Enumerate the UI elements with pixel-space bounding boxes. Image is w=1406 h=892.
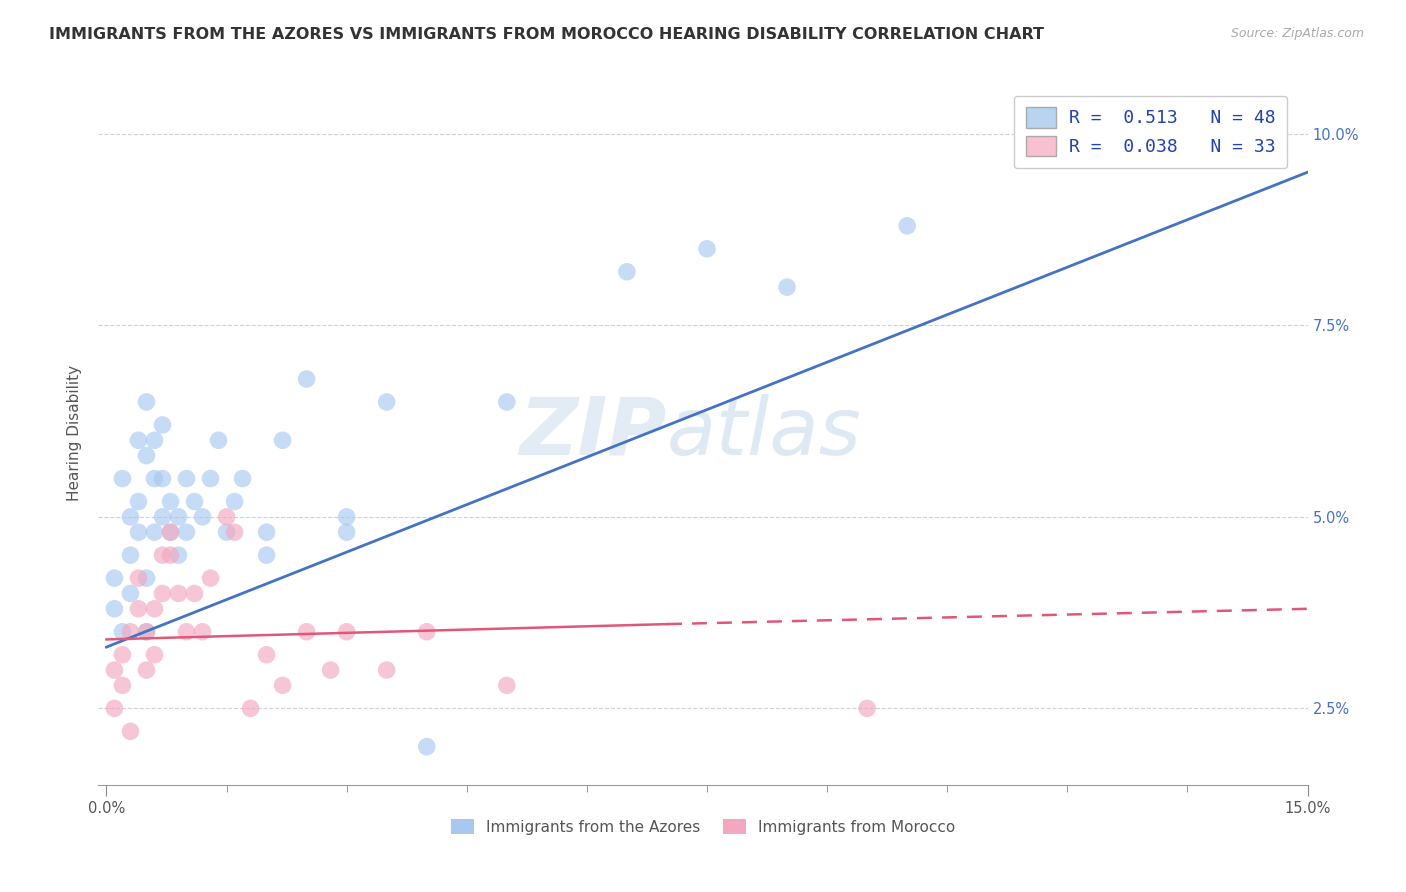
Point [207, 434, 229, 448]
Point [143, 434, 166, 448]
Text: atlas: atlas [666, 393, 862, 472]
Point [416, 624, 439, 639]
Point [776, 280, 799, 294]
Point [167, 548, 190, 562]
Point [152, 548, 174, 562]
Point [159, 548, 181, 562]
Legend: Immigrants from the Azores, Immigrants from Morocco: Immigrants from the Azores, Immigrants f… [444, 813, 962, 841]
Point [616, 265, 638, 279]
Point [232, 472, 254, 486]
Point [375, 663, 398, 677]
Point [135, 624, 157, 639]
Point [215, 509, 238, 524]
Point [103, 571, 125, 585]
Point [271, 678, 294, 692]
Text: Source: ZipAtlas.com: Source: ZipAtlas.com [1230, 27, 1364, 40]
Point [256, 548, 278, 562]
Point [120, 548, 142, 562]
Point [127, 525, 149, 540]
Point [127, 494, 149, 508]
Point [111, 624, 134, 639]
Point [856, 701, 879, 715]
Point [200, 571, 222, 585]
Point [135, 663, 157, 677]
Point [152, 472, 174, 486]
Point [1136, 135, 1159, 149]
Point [120, 586, 142, 600]
Point [215, 525, 238, 540]
Point [176, 525, 198, 540]
Point [200, 472, 222, 486]
Point [167, 509, 190, 524]
Point [224, 494, 246, 508]
Point [191, 509, 214, 524]
Point [159, 525, 181, 540]
Point [896, 219, 918, 233]
Point [336, 525, 359, 540]
Point [103, 663, 125, 677]
Point [696, 242, 718, 256]
Point [256, 648, 278, 662]
Point [127, 571, 149, 585]
Point [375, 395, 398, 409]
Point [183, 494, 205, 508]
Point [176, 472, 198, 486]
Point [120, 509, 142, 524]
Point [103, 601, 125, 615]
Point [271, 434, 294, 448]
Point [111, 678, 134, 692]
Point [495, 678, 517, 692]
Point [183, 586, 205, 600]
Point [111, 472, 134, 486]
Point [295, 372, 318, 386]
Point [152, 417, 174, 432]
Point [135, 449, 157, 463]
Point [127, 434, 149, 448]
Point [152, 586, 174, 600]
Point [135, 395, 157, 409]
Point [495, 395, 517, 409]
Point [143, 472, 166, 486]
Point [135, 571, 157, 585]
Point [143, 648, 166, 662]
Point [159, 494, 181, 508]
Point [159, 525, 181, 540]
Point [127, 601, 149, 615]
Point [135, 624, 157, 639]
Point [176, 624, 198, 639]
Point [111, 648, 134, 662]
Point [1017, 142, 1039, 156]
Point [120, 724, 142, 739]
Point [143, 525, 166, 540]
Point [319, 663, 342, 677]
Text: ZIP: ZIP [519, 393, 666, 472]
Point [336, 624, 359, 639]
Point [224, 525, 246, 540]
Point [152, 509, 174, 524]
Y-axis label: Hearing Disability: Hearing Disability [67, 365, 83, 500]
Point [143, 601, 166, 615]
Text: IMMIGRANTS FROM THE AZORES VS IMMIGRANTS FROM MOROCCO HEARING DISABILITY CORRELA: IMMIGRANTS FROM THE AZORES VS IMMIGRANTS… [49, 27, 1045, 42]
Point [239, 701, 262, 715]
Point [295, 624, 318, 639]
Point [336, 509, 359, 524]
Point [103, 701, 125, 715]
Point [120, 624, 142, 639]
Point [416, 739, 439, 754]
Point [191, 624, 214, 639]
Point [167, 586, 190, 600]
Point [256, 525, 278, 540]
